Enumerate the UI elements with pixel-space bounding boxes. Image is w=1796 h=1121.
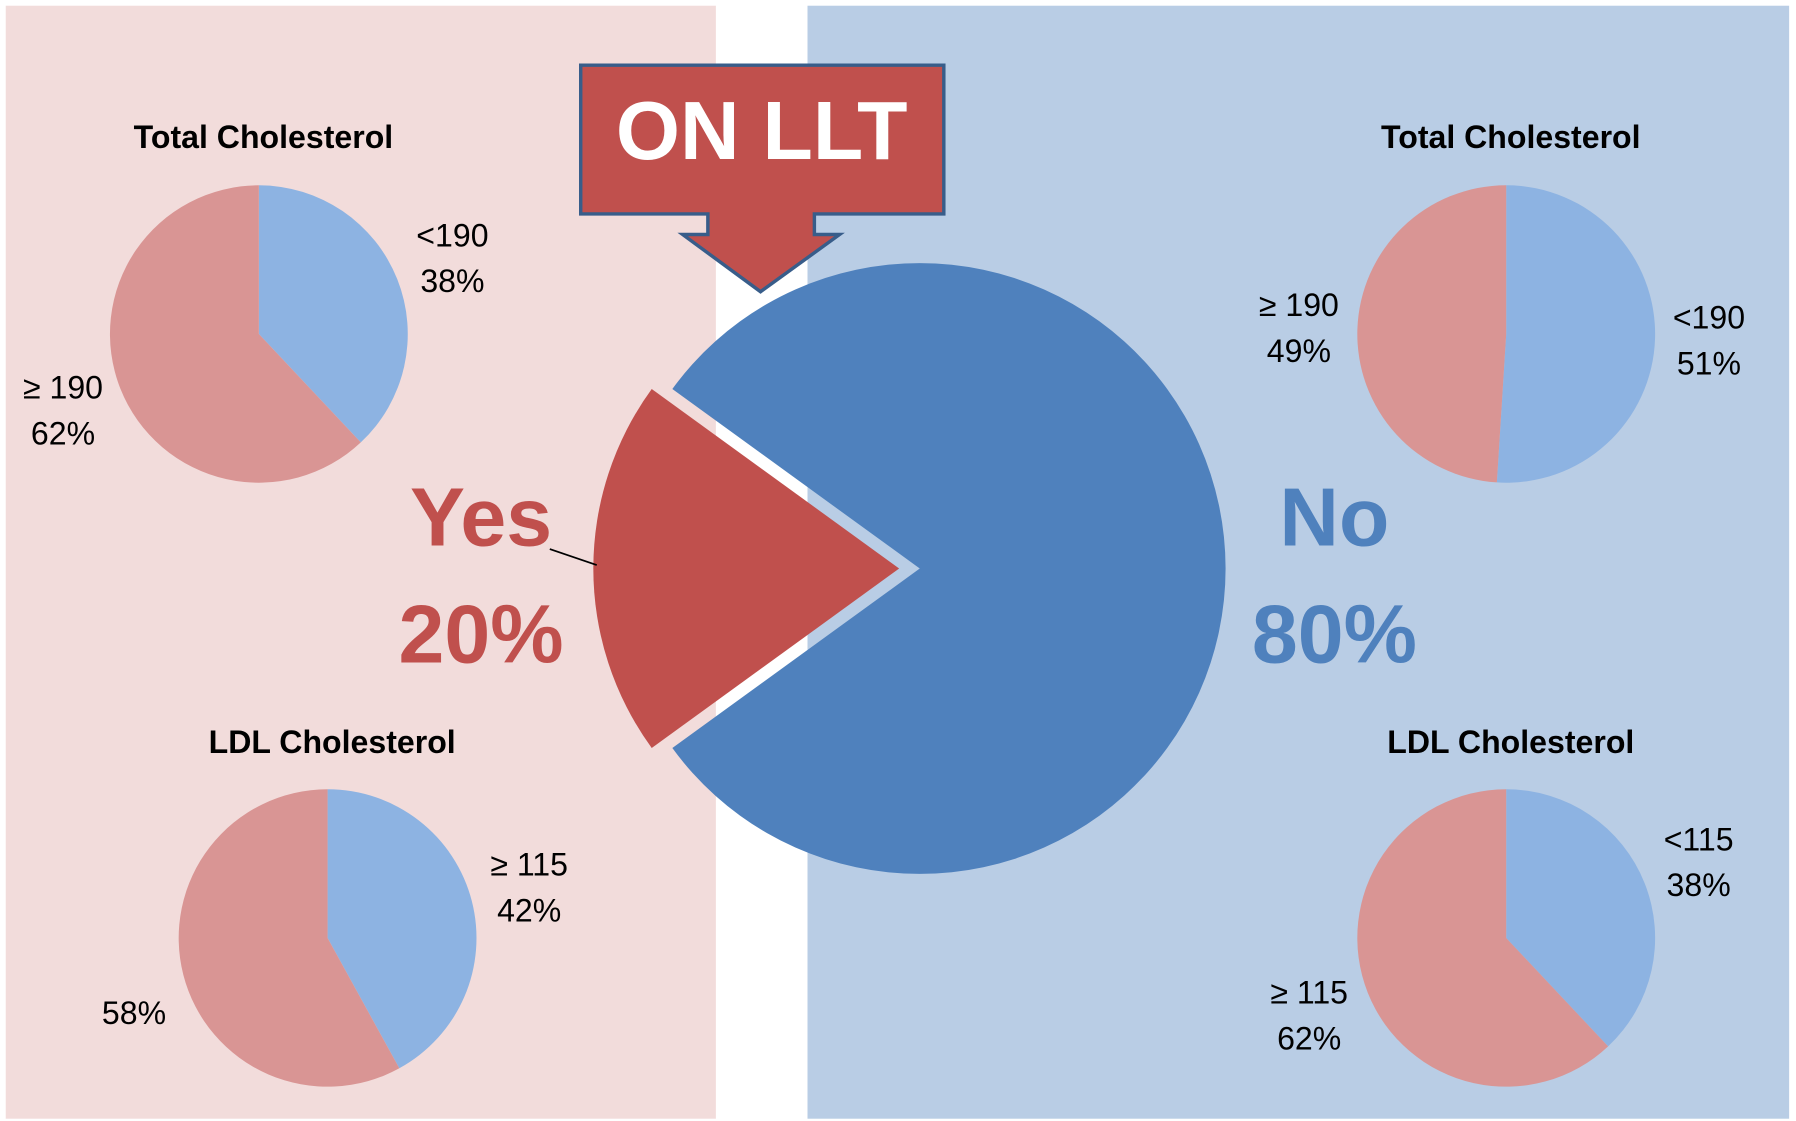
slice (1357, 789, 1609, 1087)
slice-category: <115 (1664, 821, 1734, 857)
slice-category: ≥ 115 (1270, 975, 1348, 1011)
slice-value-label: 80% (1252, 588, 1417, 680)
slice-category: ≥ 115 (490, 847, 568, 883)
slice-value-label: 49% (1267, 333, 1331, 369)
leader-line (549, 548, 598, 566)
slice-value-label: 42% (497, 892, 561, 928)
slice-value-label: 62% (1277, 1020, 1341, 1056)
pie-title: LDL Cholesterol (1387, 724, 1634, 760)
slice-category: Yes (410, 472, 552, 564)
slice (327, 789, 477, 1069)
slice (1496, 185, 1656, 483)
slice-value-label: 51% (1677, 346, 1741, 382)
slice (109, 185, 361, 483)
slice-value-label: 62% (31, 415, 95, 451)
slice (1506, 789, 1656, 1047)
slice-category: No (1279, 472, 1389, 564)
main-title: ON LLT (616, 85, 908, 177)
slice (593, 388, 900, 749)
slice-value-label: 38% (1667, 867, 1731, 903)
pie-title: Total Cholesterol (134, 119, 394, 155)
slice (258, 185, 408, 443)
slice-category: ≥ 190 (23, 370, 103, 406)
slice-category: <190 (1673, 300, 1745, 336)
pie-title: Total Cholesterol (1381, 119, 1641, 155)
pie-title: LDL Cholesterol (209, 724, 456, 760)
slice-value-label: 58% (102, 995, 166, 1031)
slice (672, 263, 1226, 874)
slice-category: ≥ 190 (1259, 287, 1339, 323)
slice-category: <190 (416, 217, 488, 253)
callout (579, 63, 946, 294)
slice (178, 789, 400, 1087)
pies: Yes 20% No 80% <190 38% ≥ 190 62% Total Choleste… (23, 119, 1745, 1087)
slice (1357, 185, 1507, 483)
slice-value-label: 38% (420, 263, 484, 299)
slice-value-label: 20% (399, 588, 564, 680)
